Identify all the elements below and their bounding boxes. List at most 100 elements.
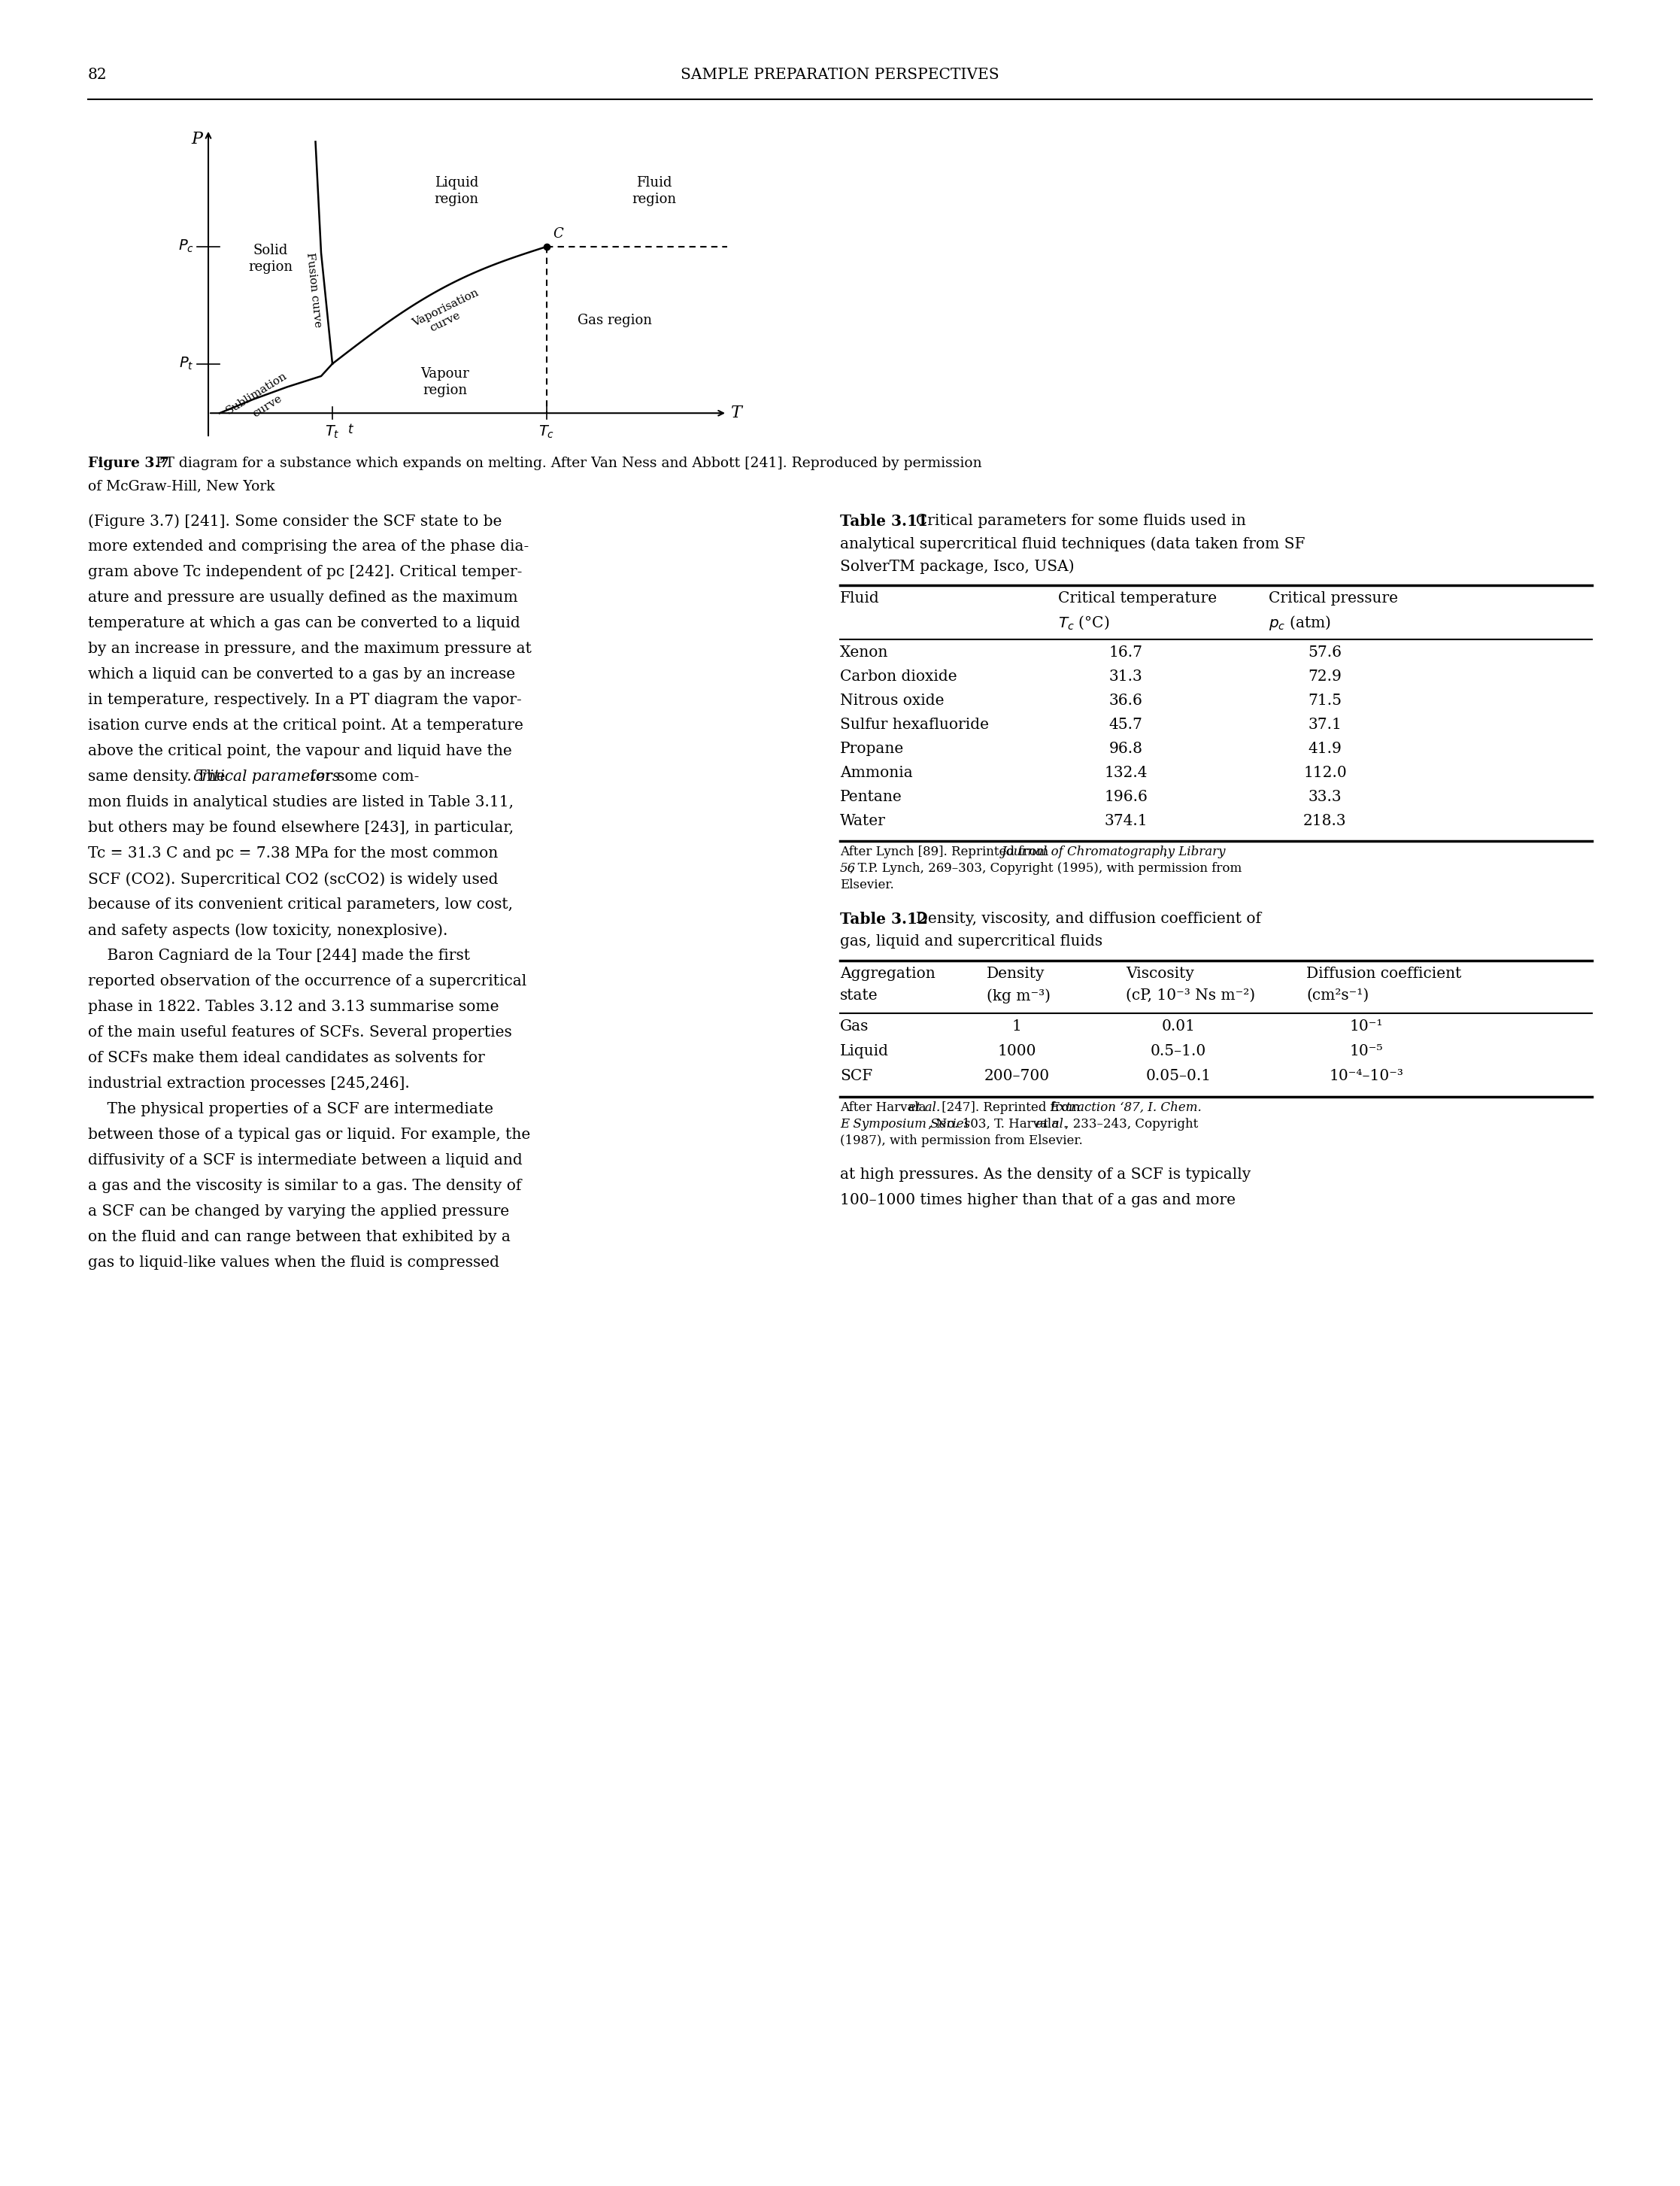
Text: 56: 56 (840, 861, 857, 874)
Text: 41.9: 41.9 (1309, 741, 1342, 756)
Text: P: P (192, 131, 202, 146)
Text: 100–1000 times higher than that of a gas and more: 100–1000 times higher than that of a gas… (840, 1194, 1235, 1207)
Text: 57.6: 57.6 (1309, 645, 1342, 660)
Text: ature and pressure are usually defined as the maximum: ature and pressure are usually defined a… (87, 590, 517, 606)
Text: industrial extraction processes [245,246].: industrial extraction processes [245,246… (87, 1076, 410, 1091)
Text: , 233–243, Copyright: , 233–243, Copyright (1065, 1117, 1198, 1130)
Text: The physical properties of a SCF are intermediate: The physical properties of a SCF are int… (87, 1102, 494, 1117)
Text: 0.05–0.1: 0.05–0.1 (1146, 1069, 1211, 1084)
Text: for some com-: for some com- (306, 769, 418, 785)
Text: Critical temperature: Critical temperature (1058, 590, 1216, 606)
Text: Fluid: Fluid (840, 590, 880, 606)
Text: Critical parameters for some fluids used in: Critical parameters for some fluids used… (906, 514, 1247, 529)
Text: 37.1: 37.1 (1309, 717, 1342, 732)
Text: Fusion curve: Fusion curve (304, 251, 323, 328)
Text: 16.7: 16.7 (1109, 645, 1142, 660)
Text: a gas and the viscosity is similar to a gas. The density of: a gas and the viscosity is similar to a … (87, 1178, 521, 1194)
Text: $T_c$ (°C): $T_c$ (°C) (1058, 614, 1109, 632)
Text: Carbon dioxide: Carbon dioxide (840, 669, 958, 684)
Text: Density: Density (986, 966, 1045, 982)
Text: Liquid: Liquid (840, 1045, 889, 1058)
Text: PT diagram for a substance which expands on melting. After Van Ness and Abbott [: PT diagram for a substance which expands… (156, 457, 981, 470)
Text: of the main useful features of SCFs. Several properties: of the main useful features of SCFs. Sev… (87, 1025, 512, 1041)
Text: 10⁻¹: 10⁻¹ (1349, 1019, 1383, 1034)
Text: Vapour
region: Vapour region (422, 367, 469, 398)
Text: because of its convenient critical parameters, low cost,: because of its convenient critical param… (87, 898, 512, 912)
Text: by an increase in pressure, and the maximum pressure at: by an increase in pressure, and the maxi… (87, 643, 531, 656)
Text: in temperature, respectively. In a PT diagram the vapor-: in temperature, respectively. In a PT di… (87, 693, 522, 706)
Text: (kg m⁻³): (kg m⁻³) (986, 988, 1050, 1003)
Text: (cm²s⁻¹): (cm²s⁻¹) (1307, 988, 1369, 1003)
Text: SAMPLE PREPARATION PERSPECTIVES: SAMPLE PREPARATION PERSPECTIVES (680, 68, 1000, 83)
Text: 196.6: 196.6 (1104, 789, 1147, 804)
Text: 0.5–1.0: 0.5–1.0 (1151, 1045, 1206, 1058)
Text: state: state (840, 988, 879, 1003)
Text: Table 3.11: Table 3.11 (840, 514, 927, 529)
Text: , T.P. Lynch, 269–303, Copyright (1995), with permission from: , T.P. Lynch, 269–303, Copyright (1995),… (850, 861, 1242, 874)
Text: 112.0: 112.0 (1304, 765, 1347, 780)
Text: 96.8: 96.8 (1109, 741, 1142, 756)
Text: , No. 103, T. Harvala: , No. 103, T. Harvala (927, 1117, 1063, 1130)
Text: $T_c$: $T_c$ (539, 424, 554, 439)
Text: After Harvala: After Harvala (840, 1102, 931, 1115)
Text: SCF: SCF (840, 1069, 872, 1084)
Text: Propane: Propane (840, 741, 904, 756)
Text: 1: 1 (1011, 1019, 1021, 1034)
Text: which a liquid can be converted to a gas by an increase: which a liquid can be converted to a gas… (87, 667, 516, 682)
Text: E Symposium Series: E Symposium Series (840, 1117, 969, 1130)
Text: Pentane: Pentane (840, 789, 902, 804)
Text: Aggregation: Aggregation (840, 966, 936, 982)
Text: gram above Tc independent of pc [242]. Critical temper-: gram above Tc independent of pc [242]. C… (87, 564, 522, 579)
Text: [247]. Reprinted from: [247]. Reprinted from (937, 1102, 1084, 1115)
Text: Table 3.12: Table 3.12 (840, 912, 927, 927)
Text: Sulfur hexafluoride: Sulfur hexafluoride (840, 717, 990, 732)
Text: on the fluid and can range between that exhibited by a: on the fluid and can range between that … (87, 1231, 511, 1244)
Text: 218.3: 218.3 (1304, 813, 1347, 828)
Text: Baron Cagniard de la Tour [244] made the first: Baron Cagniard de la Tour [244] made the… (87, 949, 470, 962)
Text: et al.: et al. (909, 1102, 941, 1115)
Text: reported observation of the occurrence of a supercritical: reported observation of the occurrence o… (87, 975, 526, 988)
Text: Critical pressure: Critical pressure (1268, 590, 1398, 606)
Text: same density. The: same density. The (87, 769, 230, 785)
Text: temperature at which a gas can be converted to a liquid: temperature at which a gas can be conver… (87, 616, 521, 630)
Text: T: T (731, 404, 743, 422)
Text: of SCFs make them ideal candidates as solvents for: of SCFs make them ideal candidates as so… (87, 1051, 486, 1065)
Text: between those of a typical gas or liquid. For example, the: between those of a typical gas or liquid… (87, 1128, 531, 1141)
Text: Gas region: Gas region (578, 315, 652, 328)
Text: 374.1: 374.1 (1104, 813, 1147, 828)
Text: Gas: Gas (840, 1019, 869, 1034)
Text: but others may be found elsewhere [243], in particular,: but others may be found elsewhere [243],… (87, 820, 514, 835)
Text: critical parameters: critical parameters (193, 769, 341, 785)
Text: 45.7: 45.7 (1109, 717, 1142, 732)
Text: Diffusion coefficient: Diffusion coefficient (1307, 966, 1462, 982)
Text: SCF (CO2). Supercritical CO2 (scCO2) is widely used: SCF (CO2). Supercritical CO2 (scCO2) is … (87, 872, 499, 888)
Text: Ammonia: Ammonia (840, 765, 912, 780)
Text: $T_t$: $T_t$ (324, 424, 339, 439)
Text: diffusivity of a SCF is intermediate between a liquid and: diffusivity of a SCF is intermediate bet… (87, 1154, 522, 1167)
Text: mon fluids in analytical studies are listed in Table 3.11,: mon fluids in analytical studies are lis… (87, 796, 514, 809)
Text: Extraction ‘87, I. Chem.: Extraction ‘87, I. Chem. (1050, 1102, 1201, 1115)
Text: 31.3: 31.3 (1109, 669, 1142, 684)
Text: Liquid
region: Liquid region (433, 175, 479, 205)
Text: Viscosity: Viscosity (1126, 966, 1194, 982)
Text: 82: 82 (87, 68, 108, 83)
Text: 72.9: 72.9 (1309, 669, 1342, 684)
Text: SolverTM package, Isco, USA): SolverTM package, Isco, USA) (840, 560, 1074, 573)
Text: Density, viscosity, and diffusion coefficient of: Density, viscosity, and diffusion coeffi… (906, 912, 1262, 927)
Text: at high pressures. As the density of a SCF is typically: at high pressures. As the density of a S… (840, 1167, 1252, 1183)
Text: curve: curve (428, 310, 462, 334)
Text: (Figure 3.7) [241]. Some consider the SCF state to be: (Figure 3.7) [241]. Some consider the SC… (87, 514, 502, 529)
Text: 200–700: 200–700 (984, 1069, 1050, 1084)
Text: curve: curve (250, 393, 284, 420)
Text: 10⁻⁵: 10⁻⁵ (1349, 1045, 1383, 1058)
Text: Solid
region: Solid region (249, 245, 292, 273)
Text: and safety aspects (low toxicity, nonexplosive).: and safety aspects (low toxicity, nonexp… (87, 922, 449, 938)
Text: (cP, 10⁻³ Ns m⁻²): (cP, 10⁻³ Ns m⁻²) (1126, 988, 1255, 1003)
Text: Water: Water (840, 813, 885, 828)
Text: ,: , (1163, 846, 1166, 859)
Text: 132.4: 132.4 (1104, 765, 1147, 780)
Text: more extended and comprising the area of the phase dia-: more extended and comprising the area of… (87, 540, 529, 553)
Text: (1987), with permission from Elsevier.: (1987), with permission from Elsevier. (840, 1135, 1082, 1148)
Text: After Lynch [89]. Reprinted from: After Lynch [89]. Reprinted from (840, 846, 1052, 859)
Text: et al.: et al. (1035, 1117, 1067, 1130)
